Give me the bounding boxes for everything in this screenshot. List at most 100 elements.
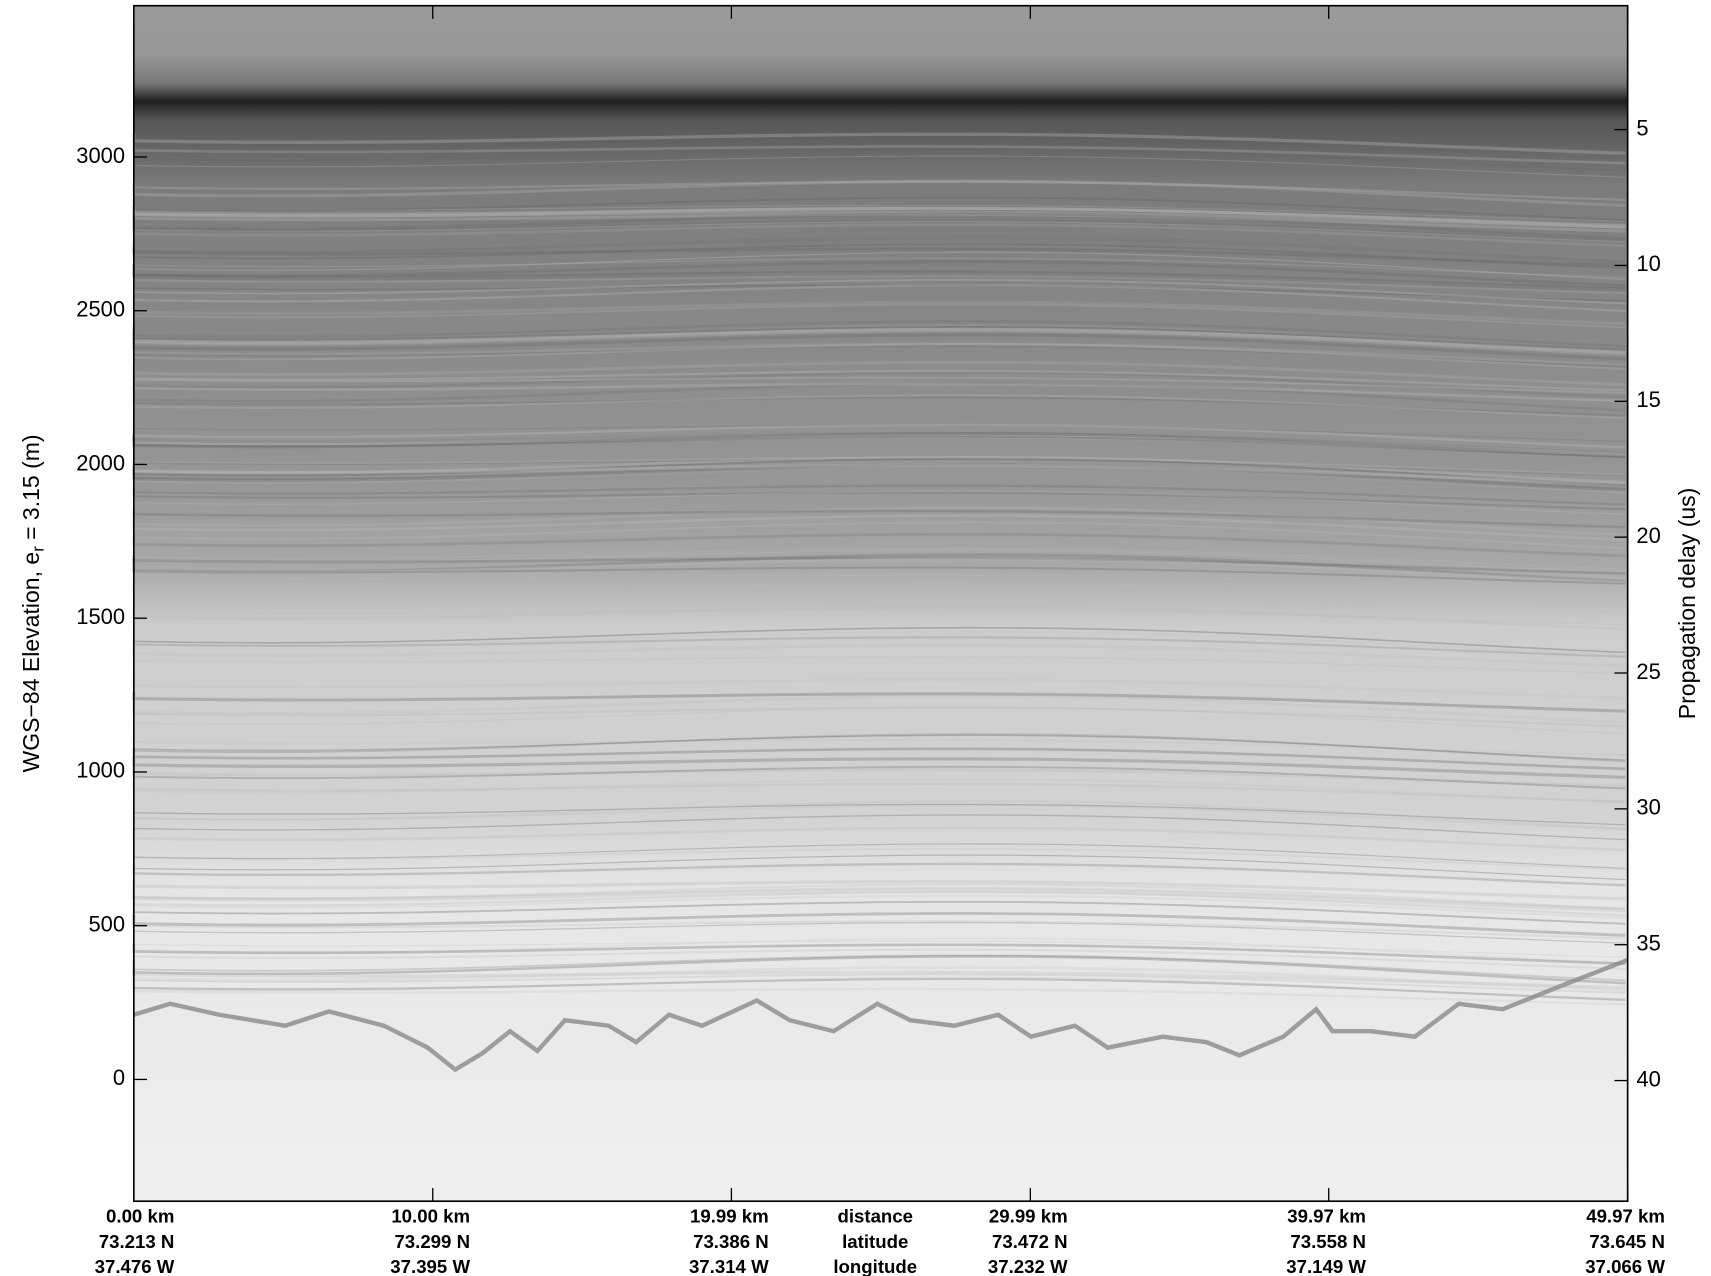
- layer-stripe: [133, 251, 1626, 281]
- layer-stripe: [132, 432, 1626, 454]
- layer-stripe: [132, 394, 1626, 420]
- layer-stripe: [132, 455, 1626, 476]
- layer-stripe: [132, 329, 1626, 356]
- layer-stripe: [132, 269, 1626, 290]
- layer-stripe: [132, 894, 1626, 919]
- layer-stripe: [133, 282, 1626, 302]
- layer-stripe: [133, 631, 1626, 656]
- layer-stripe: [133, 804, 1626, 831]
- layer-stripe: [132, 360, 1626, 387]
- layer-stripe: [132, 371, 1626, 399]
- layer-stripe: [132, 208, 1626, 229]
- layer-stripe: [132, 465, 1626, 494]
- internal-layers: [132, 132, 1626, 1006]
- layer-stripe: [132, 582, 1626, 606]
- layer-stripe: [133, 814, 1626, 841]
- layer-stripe: [133, 396, 1626, 417]
- layer-stripe: [133, 235, 1626, 262]
- layer-stripe: [132, 260, 1626, 288]
- layer-stripe: [132, 733, 1626, 763]
- layer-stripe: [132, 237, 1626, 264]
- x-tick-latitude: 73.299 N: [394, 1231, 470, 1252]
- layer-stripe: [132, 643, 1626, 668]
- y2-tick-label: 35: [1636, 931, 1660, 956]
- layer-stripe: [132, 212, 1626, 241]
- layer-stripe: [132, 977, 1626, 1001]
- layer-stripe: [132, 382, 1626, 412]
- layer-stripe: [132, 328, 1626, 354]
- layer-stripe: [132, 948, 1626, 970]
- layer-stripe: [133, 854, 1626, 881]
- y-tick-label: 1000: [76, 758, 125, 783]
- layer-stripe: [132, 757, 1626, 779]
- layer-stripe: [132, 132, 1626, 155]
- y2-tick-label: 10: [1636, 251, 1660, 276]
- y2-tick-label: 20: [1636, 523, 1660, 548]
- layer-stripe: [132, 457, 1626, 487]
- x-row-name: longitude: [833, 1256, 917, 1276]
- layer-stripe: [132, 778, 1626, 804]
- layer-stripe: [133, 148, 1626, 172]
- x-tick-latitude: 73.213 N: [99, 1231, 175, 1252]
- y2-tick-label: 5: [1636, 115, 1648, 140]
- layer-stripe: [133, 554, 1626, 574]
- layer-stripe: [132, 890, 1626, 917]
- layer-stripe: [132, 508, 1626, 529]
- layer-stripe: [132, 973, 1626, 994]
- layer-stripe: [132, 862, 1626, 887]
- layer-stripe: [132, 912, 1626, 937]
- x-tick-label: 0.00 km: [106, 1206, 174, 1227]
- layer-stripe: [132, 196, 1626, 222]
- x-tick-latitude: 73.558 N: [1290, 1231, 1366, 1252]
- layer-stripe: [132, 303, 1626, 329]
- layer-stripe: [132, 986, 1626, 1006]
- layer-stripe: [132, 557, 1626, 584]
- echogram-image: [133, 5, 1628, 1202]
- layer-stripe: [133, 843, 1626, 869]
- y2-tick-label: 30: [1636, 795, 1660, 820]
- layer-stripe: [132, 342, 1626, 366]
- layer-stripe: [132, 223, 1626, 248]
- x-tick-longitude: 37.149 W: [1286, 1256, 1366, 1276]
- x-tick-latitude: 73.386 N: [693, 1231, 769, 1252]
- layer-stripe: [132, 325, 1626, 351]
- layer-stripe: [133, 345, 1626, 368]
- x-tick-label: 29.99 km: [989, 1206, 1068, 1227]
- layer-stripe: [132, 553, 1626, 583]
- y-tick-label: 2000: [76, 450, 125, 475]
- layer-stripe: [132, 954, 1626, 982]
- layer-stripe: [132, 179, 1626, 208]
- layer-stripe: [132, 767, 1626, 788]
- layer-stripe: [133, 891, 1626, 913]
- layer-stripe: [132, 532, 1626, 558]
- layer-stripe: [132, 382, 1626, 403]
- x-row-name: distance: [837, 1206, 913, 1227]
- layer-stripe: [132, 274, 1626, 295]
- layer-stripe: [132, 243, 1626, 270]
- layer-stripe: [132, 549, 1626, 574]
- layer-stripe: [132, 431, 1626, 459]
- y2-tick-label: 40: [1636, 1066, 1660, 1091]
- layer-stripe: [132, 736, 1626, 757]
- layer-stripe: [132, 943, 1626, 965]
- layer-stripe: [132, 464, 1626, 492]
- y-tick-label: 500: [88, 911, 125, 936]
- bed-reflector: [133, 957, 1629, 1073]
- x-tick-longitude: 37.476 W: [95, 1256, 175, 1276]
- layer-stripe: [133, 937, 1626, 965]
- y-tick-label: 0: [113, 1065, 125, 1090]
- layer-stripe: [133, 422, 1626, 443]
- layer-stripe: [133, 706, 1626, 735]
- layer-stripe: [132, 246, 1626, 267]
- layer-stripe: [132, 765, 1626, 790]
- layer-stripe: [133, 626, 1626, 654]
- layer-stripe: [132, 555, 1626, 575]
- layer-stripe: [132, 886, 1626, 910]
- layer-stripe: [132, 320, 1626, 348]
- layer-stripe: [132, 374, 1626, 394]
- x-tick-longitude: 37.232 W: [988, 1256, 1068, 1276]
- layer-stripe: [133, 155, 1626, 178]
- y-tick-label: 1500: [76, 604, 125, 629]
- y-tick-label: 2500: [76, 297, 125, 322]
